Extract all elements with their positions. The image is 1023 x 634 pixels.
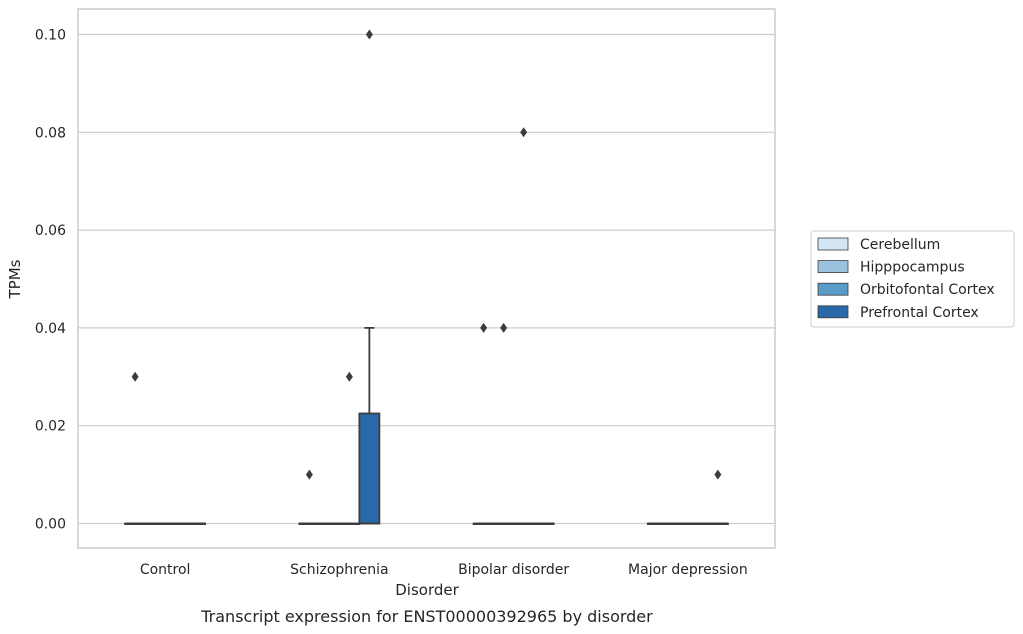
box-2-0 — [472, 322, 495, 526]
y-axis-label: TPMs — [6, 259, 24, 299]
legend-swatch — [817, 237, 849, 251]
box-3-3 — [706, 469, 729, 526]
x-tick-label: Control — [140, 562, 191, 578]
box-1-2 — [338, 371, 361, 526]
box-1-1 — [318, 522, 341, 526]
legend-label: Cerebellum — [860, 237, 940, 253]
legend-label: Hipppocampus — [860, 260, 965, 276]
box-0-2 — [164, 522, 187, 526]
x-tick-label: Major depression — [628, 562, 748, 578]
legend-swatch — [817, 305, 849, 319]
box-0-0 — [124, 371, 147, 526]
outlier-point — [365, 29, 373, 40]
x-tick-label: Schizophrenia — [290, 562, 388, 578]
outlier-point — [500, 322, 508, 333]
box-2-1 — [492, 322, 515, 526]
y-tick-label: 0.02 — [35, 419, 66, 435]
x-tick-labels: Control Schizophrenia Bipolar disorder Majo… — [140, 562, 748, 578]
chart-title: Transcript expression for ENST0000039296… — [200, 607, 653, 626]
y-tick-labels: 0.00 0.02 0.04 0.06 0.08 0.10 — [35, 28, 66, 533]
box-1-3 — [358, 29, 381, 525]
legend-frame — [810, 230, 1015, 328]
outlier-point — [520, 127, 528, 138]
x-tick-label: Bipolar disorder — [458, 562, 569, 578]
outlier-point — [480, 322, 488, 333]
y-tick-label: 0.00 — [35, 517, 66, 533]
box-0-3 — [184, 522, 207, 526]
outlier-point — [714, 469, 722, 480]
boxes-layer — [124, 29, 729, 526]
box-1-0 — [298, 469, 321, 526]
legend: Cerebellum Hipppocampus Orbitofontal Corte… — [810, 230, 1015, 328]
y-tick-label: 0.10 — [35, 28, 66, 44]
legend-swatch — [817, 260, 849, 274]
box-3-1 — [666, 522, 689, 526]
legend-swatch — [817, 282, 849, 296]
box-3-2 — [686, 522, 709, 526]
y-tick-label: 0.08 — [35, 125, 66, 141]
box-3-0 — [646, 522, 669, 526]
box-body — [358, 412, 381, 525]
box-2-3 — [532, 522, 555, 526]
box-0-1 — [144, 522, 167, 526]
grid-lines — [78, 33, 775, 525]
legend-label: Orbitofontal Cortex — [860, 282, 995, 298]
y-tick-label: 0.04 — [35, 321, 66, 337]
outlier-point — [305, 469, 313, 480]
plot-frame — [77, 8, 776, 549]
legend-label: Prefrontal Cortex — [860, 305, 979, 321]
box-2-2 — [512, 127, 535, 526]
x-axis-label: Disorder — [395, 581, 459, 599]
y-tick-label: 0.06 — [35, 223, 66, 239]
outlier-point — [345, 371, 353, 382]
outlier-point — [131, 371, 139, 382]
